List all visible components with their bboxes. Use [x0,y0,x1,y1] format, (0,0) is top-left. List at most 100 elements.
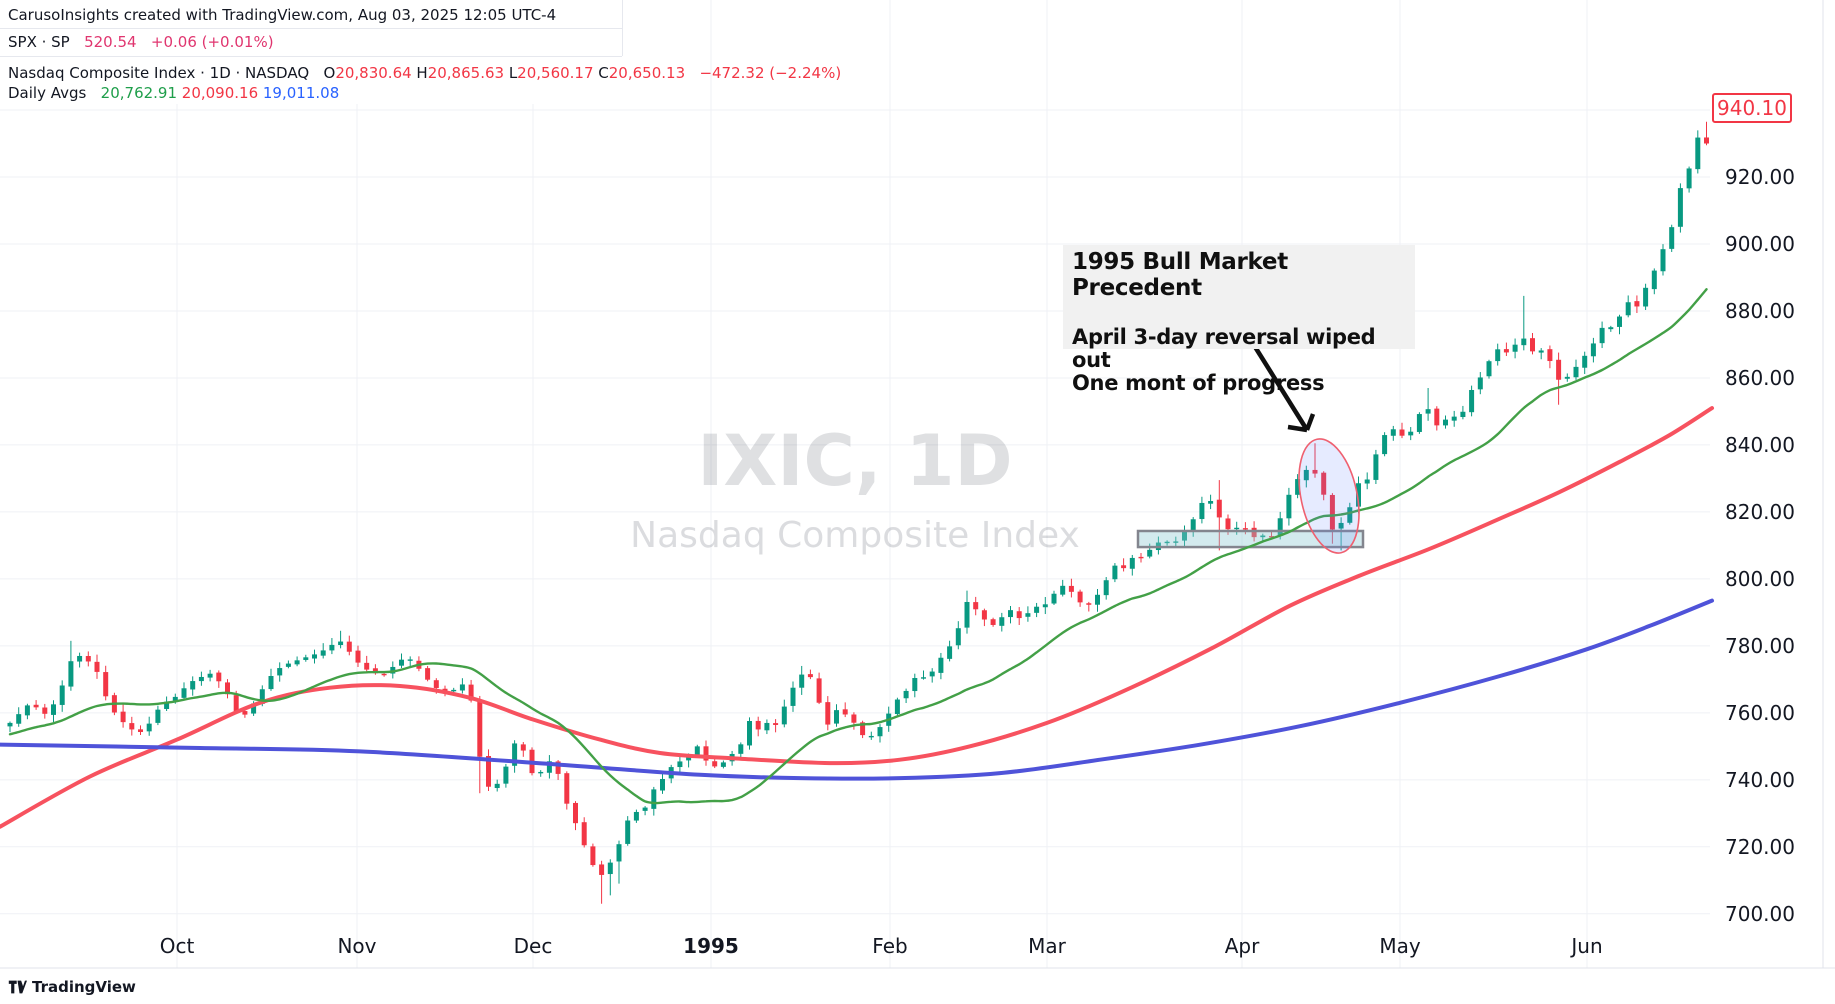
price-scale[interactable]: 920.00 900.00 880.00 860.00 840.00 820.00 800.… [1725,165,1795,926]
attribution-text: CarusoInsights created with TradingView.… [8,6,557,24]
candle-up [938,657,944,673]
price-tick-label: 720.00 [1725,835,1795,859]
price-tick-label: 840.00 [1725,433,1795,457]
candle-up [1382,435,1388,455]
price-tick-label: 780.00 [1725,634,1795,658]
spx-legend-row[interactable]: SPX · SP 520.54 +0.06 (+0.01%) [8,33,274,51]
candle-up [616,844,622,862]
daily-avg-value: 20,090.16 [181,84,263,102]
candle-down [816,678,822,703]
annotation-line-2: One mont of progress [1072,371,1325,395]
candle-up [24,705,30,716]
candle-down [599,864,605,875]
candle-down [468,684,474,701]
candle-down [1503,349,1509,353]
spx-change-value: +0.06 (+0.01%) [150,33,274,51]
candle-up [155,709,161,723]
candle-up [1573,366,1579,378]
price-tick-label: 920.00 [1725,165,1795,189]
candle-down [703,746,709,761]
change-value: −472.32 (−2.24%) [699,64,842,82]
candle-up [660,778,665,791]
ohlc-value: 20,830.64 [335,64,417,82]
candle-up [947,646,953,659]
candle-down [755,720,761,730]
price-tick-label: 800.00 [1725,567,1795,591]
candle-down [842,709,848,715]
price-tick-label: 700.00 [1725,902,1795,926]
candle-up [459,684,465,691]
candle-up [1103,580,1109,596]
candle-up [1173,541,1179,543]
daily-avg-value: 19,011.08 [262,84,340,102]
candle-down [120,711,126,723]
candle-up [1451,416,1457,421]
last-price-label[interactable]: 940.10 [1712,93,1792,123]
candlestick-series [7,121,1709,904]
candle-up [1356,483,1361,507]
candle-down [1399,429,1405,436]
candle-up [7,722,13,727]
price-tick-label: 860.00 [1725,366,1795,390]
candle-up [1303,469,1309,481]
candle-up [1677,188,1683,227]
candle-down [233,695,239,712]
candle-up [781,706,787,725]
candle-down [1321,472,1327,495]
main-symbol-title: Nasdaq Composite Index · 1D · NASDAQ [8,64,310,82]
candle-up [1599,327,1605,344]
candle-up [164,701,170,709]
candle-up [268,676,274,690]
candle-up [1695,137,1701,170]
candle-down [346,641,352,652]
candle-down [712,761,718,767]
candle-up [259,689,265,704]
legend-separator-1 [0,28,622,29]
tradingview-logo[interactable]: TradingView [8,978,136,996]
candle-up [1295,479,1301,495]
candle-up [146,723,152,732]
ohlc-key: C [598,64,609,82]
candle-down [973,602,979,610]
candle-down [807,674,813,678]
candle-up [1625,302,1631,316]
reversal-ellipse-highlight[interactable] [1290,433,1369,558]
candle-up [1208,501,1214,504]
month-label: Nov [337,934,376,958]
candle-up [633,811,639,821]
candle-up [1042,604,1048,608]
candle-down [477,699,483,757]
annotation-arrow[interactable] [1250,340,1316,433]
candle-up [747,721,752,746]
tradingview-logo-text: TradingView [32,978,136,996]
candle-up [546,761,552,773]
legend-right-border [622,0,623,56]
annotation-note[interactable]: 1995 Bull Market Precedent April 3-day r… [1063,245,1415,395]
candle-up [625,820,631,844]
candle-up [1486,361,1492,377]
candle-down [825,702,831,725]
month-label: Dec [514,934,553,958]
candle-up [1443,419,1448,426]
candle-up [607,862,613,875]
candle-up [877,727,883,737]
candle-down [381,673,387,676]
candle-up [903,690,909,699]
candle-down [520,744,526,751]
candle-up [407,659,413,661]
candle-up [1112,565,1118,580]
time-scale[interactable]: Oct Nov Dec 1995 Feb Mar Apr May Jun [160,934,1603,958]
candle-down [486,756,491,787]
candle-down [573,802,578,824]
candle-down [1329,494,1335,530]
price-tick-label: 900.00 [1725,232,1795,256]
candle-down [990,619,996,625]
main-symbol-legend-row[interactable]: Nasdaq Composite Index · 1D · NASDAQ O20… [8,64,841,82]
candle-up [999,617,1005,626]
candle-up [651,789,657,809]
daily-avgs-legend-row[interactable]: Daily Avgs 20,762.91 20,090.16 19,011.08 [8,84,339,102]
candle-down [555,761,561,774]
candle-up [1538,350,1544,353]
candle-down [581,822,587,846]
